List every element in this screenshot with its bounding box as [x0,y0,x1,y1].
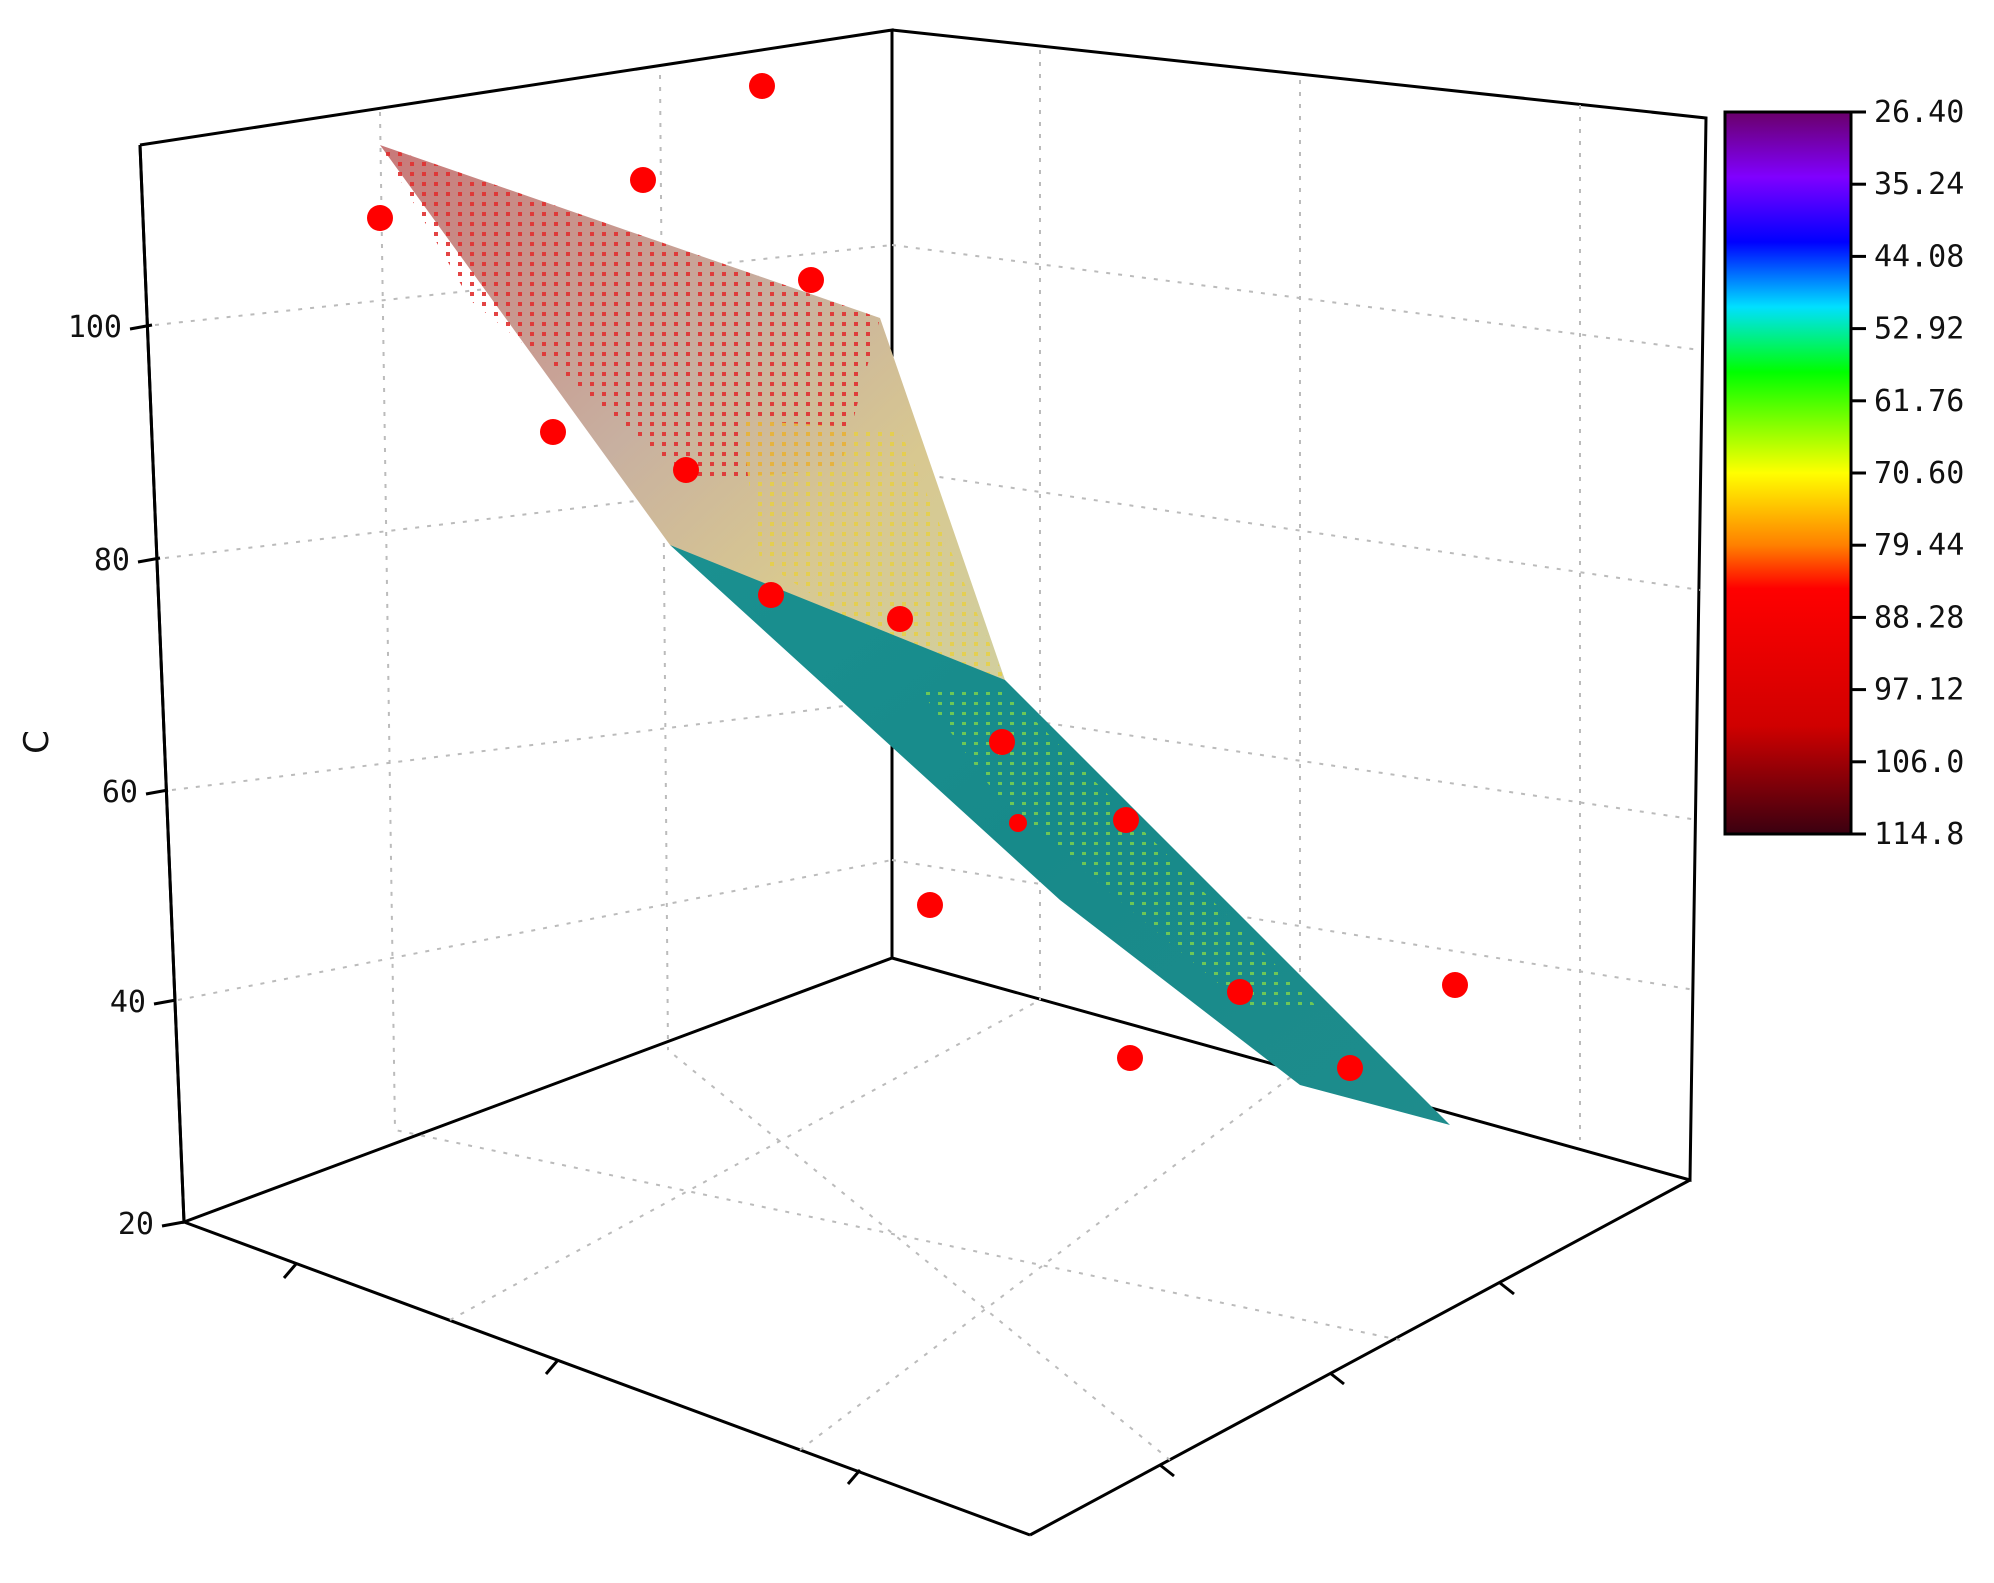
colorbar: 26.40 35.24 44.08 52.92 61.76 70.60 79.44 88.28… [1723,95,1964,852]
colorbar-tick-label: 79.44 [1874,528,1964,563]
data-point [1442,972,1468,998]
y-axis [1159,1281,1515,1478]
z-tick-label: 100 [68,310,122,345]
data-point [630,167,656,193]
data-point [1113,807,1139,833]
data-point [540,419,566,445]
z-tick-mark [161,1220,185,1228]
data-point [887,606,913,632]
colorbar-tick-label: 26.40 [1874,95,1964,130]
z-tick-mark [129,323,153,331]
fitted-surface [380,145,1450,1125]
colorbar-tick-label: 44.08 [1874,239,1964,274]
data-point [917,892,943,918]
colorbar-tick-label: 106.0 [1874,745,1964,780]
colorbar-tick-label: 88.28 [1874,600,1964,635]
colorbar-tick-label: 52.92 [1874,312,1964,347]
data-point [1009,814,1027,832]
grid-lines [154,50,1701,1461]
data-point [1337,1055,1363,1081]
colorbar-tick-label: 61.76 [1874,384,1964,419]
back-walls [138,28,1708,1537]
data-point [758,582,784,608]
colorbar-tick-label: 114.8 [1874,817,1964,852]
data-point [367,205,393,231]
x-axis [282,1263,862,1485]
data-point [1117,1045,1143,1071]
colorbar-tick-label: 70.60 [1874,456,1964,491]
z-tick-label: 80 [94,543,130,578]
colorbar-tick-label: 35.24 [1874,167,1964,202]
data-point [1227,979,1253,1005]
z-axis-label: C [17,730,57,754]
data-point [798,267,824,293]
z-tick-mark [137,556,161,564]
colorbar-tick-label: 97.12 [1874,673,1964,708]
data-point [989,729,1015,755]
z-tick-label: 60 [102,775,138,810]
z-axis: 20 40 60 80 100 C [17,144,186,1242]
z-tick-mark [153,998,177,1006]
z-tick-mark [145,788,169,796]
z-tick-label: 20 [118,1207,154,1242]
data-point [673,457,699,483]
data-points [367,73,1468,1081]
data-point [749,73,775,99]
z-tick-label: 40 [110,985,146,1020]
